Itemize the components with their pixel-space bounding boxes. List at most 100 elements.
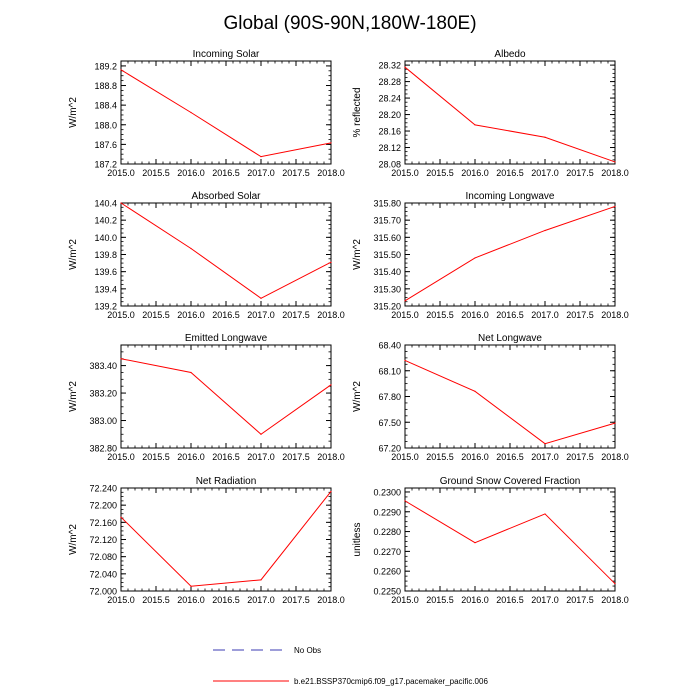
x-tick-label: 2015.5: [142, 452, 170, 462]
data-point: [260, 156, 262, 158]
y-tick-label: 139.8: [94, 250, 117, 260]
data-point: [404, 500, 406, 502]
plot-frame: [120, 60, 332, 165]
y-axis-label: W/m^2: [68, 524, 79, 555]
chart-panel: Ground Snow Covered Fraction unitless 2015…: [352, 476, 629, 605]
y-axis-label: W/m^2: [68, 381, 79, 412]
y-tick-label: 72.040: [89, 569, 117, 579]
y-tick-label: 315.30: [373, 284, 401, 294]
data-point: [614, 583, 616, 585]
x-tick-label: 2017.0: [531, 452, 559, 462]
y-tick-label: 0.2290: [373, 507, 401, 517]
y-tick-label: 72.240: [89, 484, 117, 494]
y-axis-label: unitless: [352, 523, 363, 557]
y-tick-label: 28.08: [378, 160, 401, 170]
x-tick-label: 2016.0: [461, 595, 489, 605]
data-point: [330, 384, 332, 386]
y-axis-label: W/m^2: [352, 239, 363, 270]
panel-title: Albedo: [494, 49, 526, 60]
y-tick-label: 187.2: [94, 160, 117, 170]
x-tick-label: 2016.5: [496, 452, 524, 462]
y-tick-label: 0.2270: [373, 547, 401, 557]
x-tick-label: 2017.5: [282, 595, 310, 605]
chart-panel: Net Radiation W/m^2 2015.0 2015.5 2016.0 2016…: [68, 476, 345, 605]
y-tick-label: 315.50: [373, 250, 401, 260]
plot-frame: [120, 344, 332, 449]
x-tick-label: 2018.0: [601, 595, 629, 605]
legend: No Obs b.e21.BSSP370cmip6.f09_g17.pacema…: [213, 646, 488, 686]
y-tick-label: 140.4: [94, 199, 117, 209]
y-tick-label: 315.60: [373, 233, 401, 243]
x-tick-label: 2015.5: [426, 452, 454, 462]
chart-panel: Absorbed Solar W/m^2 2015.0 2015.5 2016.0 201…: [68, 191, 345, 320]
y-tick-label: 67.50: [378, 418, 401, 428]
x-tick-label: 2015.5: [426, 168, 454, 178]
data-point: [260, 579, 262, 581]
x-tick-label: 2017.5: [566, 310, 594, 320]
x-tick-label: 2015.0: [391, 595, 419, 605]
series-line: [404, 500, 616, 585]
data-point: [474, 542, 476, 544]
y-axis-label: W/m^2: [352, 381, 363, 412]
y-tick-label: 67.20: [378, 444, 401, 454]
data-point: [120, 202, 122, 204]
y-tick-label: 382.80: [89, 444, 117, 454]
y-axis-label: % reflected: [352, 87, 363, 137]
chart-panel: Net Longwave W/m^2 2015.0 2015.5 2016.0 2016.…: [352, 333, 629, 462]
y-tick-label: 383.00: [89, 416, 117, 426]
data-point: [544, 229, 546, 232]
x-tick-label: 2017.5: [566, 595, 594, 605]
series-line: [120, 358, 332, 435]
y-tick-label: 188.0: [94, 120, 117, 130]
y-tick-label: 72.160: [89, 518, 117, 528]
plot-frame: [404, 487, 616, 592]
series-line: [404, 205, 616, 302]
series-line: [120, 69, 332, 158]
panel-title: Incoming Longwave: [466, 191, 555, 202]
x-tick-label: 2016.5: [212, 168, 240, 178]
series-line: [404, 66, 616, 163]
panels: Incoming Solar W/m^2 2015.0 2015.5 2016.0 201…: [68, 49, 629, 605]
y-tick-label: 28.12: [378, 143, 401, 153]
y-tick-label: 139.2: [94, 302, 117, 312]
x-tick-label: 2016.5: [496, 595, 524, 605]
x-tick-label: 2018.0: [317, 168, 345, 178]
x-tick-label: 2016.5: [496, 310, 524, 320]
y-tick-label: 28.16: [378, 127, 401, 137]
x-tick-label: 2016.0: [177, 168, 205, 178]
plot-frame: [120, 202, 332, 307]
y-tick-label: 68.40: [378, 341, 401, 351]
y-tick-label: 383.40: [89, 361, 117, 371]
data-point: [544, 443, 546, 445]
y-tick-label: 315.20: [373, 302, 401, 312]
x-tick-label: 2018.0: [601, 310, 629, 320]
panel-title: Emitted Longwave: [185, 333, 268, 344]
data-point: [120, 358, 122, 360]
data-point: [330, 261, 332, 263]
data-point: [544, 136, 546, 138]
x-tick-label: 2016.5: [212, 595, 240, 605]
y-tick-label: 0.2250: [373, 587, 401, 597]
x-tick-label: 2016.0: [177, 595, 205, 605]
data-point: [404, 300, 406, 302]
y-tick-label: 189.2: [94, 61, 117, 71]
x-tick-label: 2015.5: [142, 310, 170, 320]
x-tick-label: 2015.5: [142, 168, 170, 178]
x-tick-label: 2016.0: [177, 310, 205, 320]
x-tick-label: 2015.0: [391, 310, 419, 320]
y-tick-label: 315.80: [373, 199, 401, 209]
y-tick-label: 28.28: [378, 77, 401, 87]
data-point: [614, 422, 616, 424]
y-tick-label: 188.8: [94, 81, 117, 91]
panel-title: Ground Snow Covered Fraction: [440, 476, 581, 487]
panel-title: Incoming Solar: [193, 49, 260, 60]
plot-frame: [120, 487, 332, 592]
chart-panel: Albedo % reflected 2015.0 2015.5 2016.0 2016.…: [352, 49, 629, 178]
y-tick-label: 187.6: [94, 140, 117, 150]
y-tick-label: 0.2260: [373, 567, 401, 577]
y-tick-label: 28.32: [378, 61, 401, 71]
y-tick-label: 383.20: [89, 389, 117, 399]
chart-panel: Emitted Longwave W/m^2 2015.0 2015.5 2016.0 2…: [68, 333, 345, 462]
y-tick-label: 72.000: [89, 587, 117, 597]
